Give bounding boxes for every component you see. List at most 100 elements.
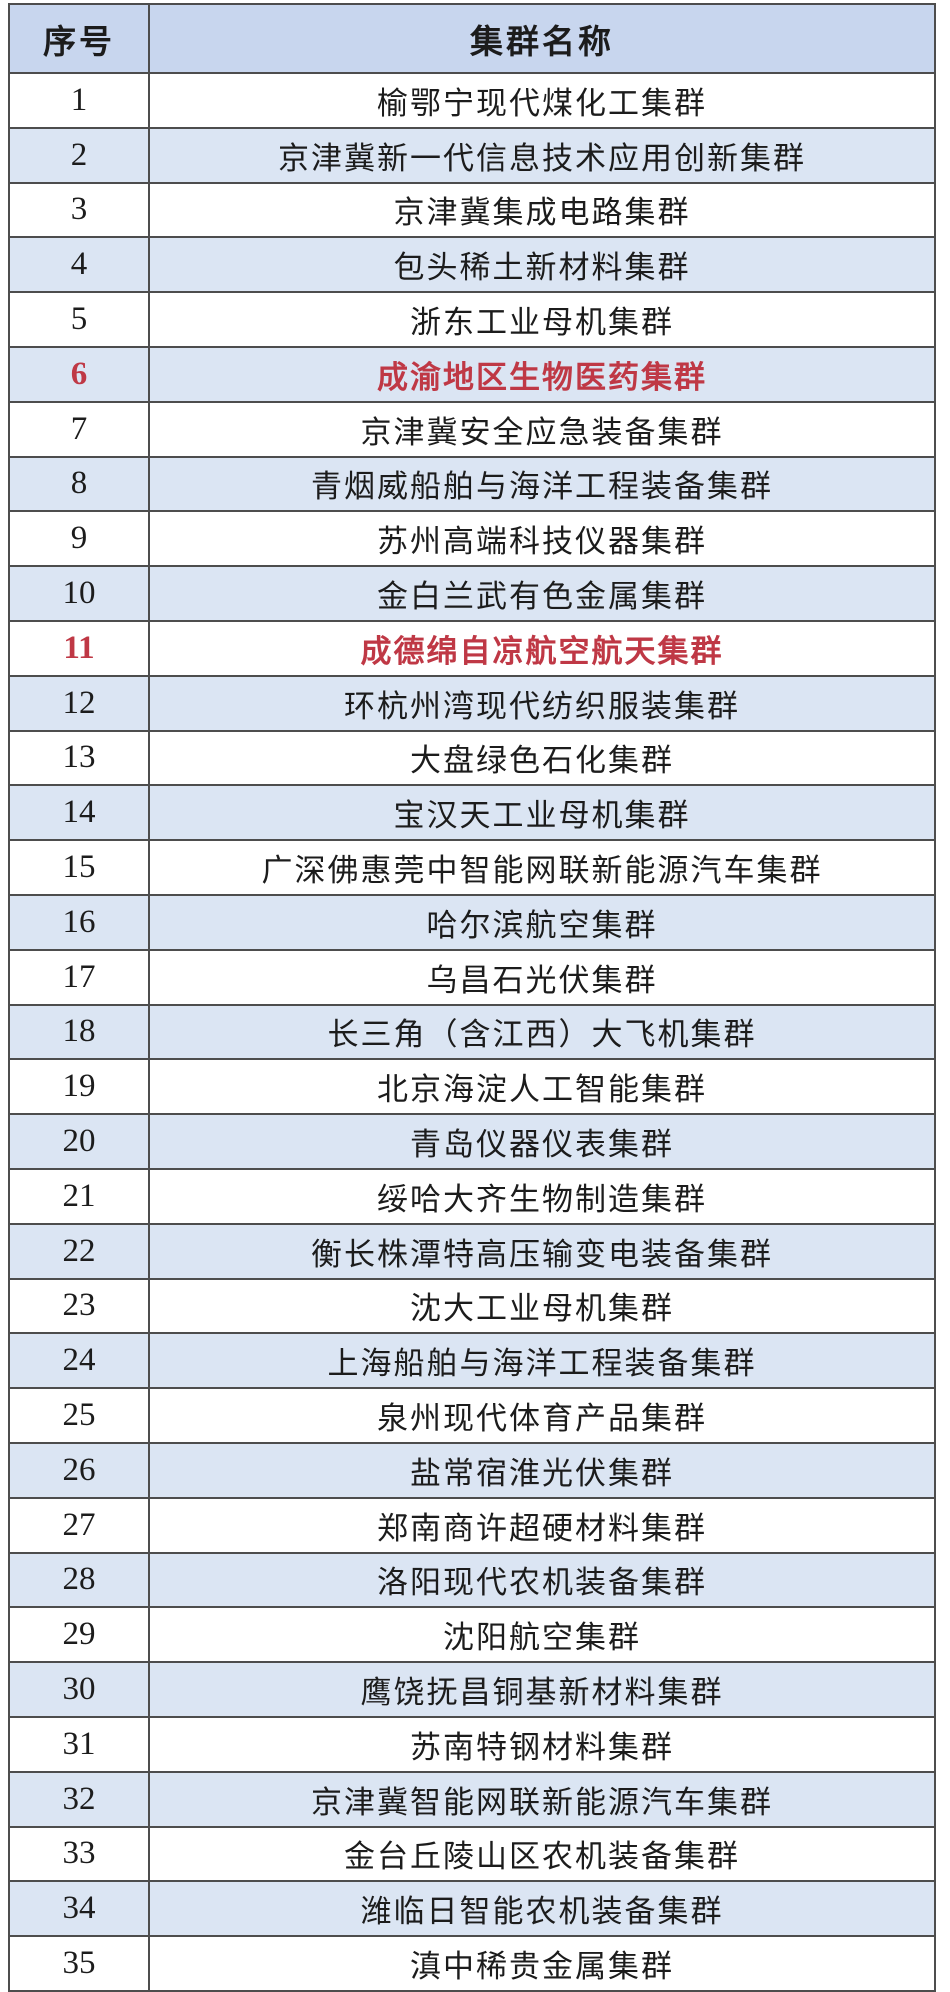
table-row: 33 金台丘陵山区农机装备集群 bbox=[8, 1825, 936, 1883]
row-number-cell: 3 bbox=[8, 181, 150, 239]
row-number-cell: 30 bbox=[8, 1661, 150, 1718]
cluster-name-cell: 浙东工业母机集群 bbox=[148, 291, 936, 348]
row-number-cell: 5 bbox=[8, 291, 150, 348]
table-row: 7 京津冀安全应急装备集群 bbox=[8, 400, 936, 458]
cluster-name-cell: 包头稀土新材料集群 bbox=[148, 236, 936, 294]
header-cell-cluster-name: 集群名称 bbox=[148, 3, 936, 74]
table-row: 31 苏南特钢材料集群 bbox=[8, 1715, 936, 1773]
table-row: 35 滇中稀贵金属集群 bbox=[8, 1935, 936, 1992]
row-number-cell: 25 bbox=[8, 1387, 150, 1444]
table-row: 26 盐常宿淮光伏集群 bbox=[8, 1441, 936, 1499]
cluster-name-cell: 京津冀集成电路集群 bbox=[148, 181, 936, 239]
row-number-cell: 35 bbox=[8, 1935, 150, 1992]
cluster-table: 序号 集群名称 1 榆鄂宁现代煤化工集群 2 京津冀新一代信息技术应用创新集群 3 京津冀… bbox=[8, 3, 936, 1992]
table-row: 30 鹰饶抚昌铜基新材料集群 bbox=[8, 1661, 936, 1718]
header-cell-number: 序号 bbox=[8, 3, 150, 74]
cluster-name-cell: 成德绵自凉航空航天集群 bbox=[148, 619, 936, 677]
row-number-cell: 16 bbox=[8, 893, 150, 951]
cluster-name-cell: 广深佛惠莞中智能网联新能源汽车集群 bbox=[148, 839, 936, 896]
row-number-cell: 17 bbox=[8, 948, 150, 1006]
table-row: 18 长三角（含江西）大飞机集群 bbox=[8, 1003, 936, 1061]
cluster-name-cell: 洛阳现代农机装备集群 bbox=[148, 1551, 936, 1609]
table-row: 11 成德绵自凉航空航天集群 bbox=[8, 619, 936, 677]
table-row: 28 洛阳现代农机装备集群 bbox=[8, 1551, 936, 1609]
cluster-name-cell: 环杭州湾现代纺织服装集群 bbox=[148, 674, 936, 732]
table-row: 10 金白兰武有色金属集群 bbox=[8, 565, 936, 622]
cluster-name-cell: 金台丘陵山区农机装备集群 bbox=[148, 1825, 936, 1883]
row-number-cell: 15 bbox=[8, 839, 150, 896]
cluster-name-cell: 滇中稀贵金属集群 bbox=[148, 1935, 936, 1992]
table-row: 8 青烟威船舶与海洋工程装备集群 bbox=[8, 455, 936, 513]
table-row: 20 青岛仪器仪表集群 bbox=[8, 1113, 936, 1170]
row-number-cell: 27 bbox=[8, 1496, 150, 1554]
table-row: 16 哈尔滨航空集群 bbox=[8, 893, 936, 951]
table-row: 24 上海船舶与海洋工程装备集群 bbox=[8, 1332, 936, 1390]
table-row: 29 沈阳航空集群 bbox=[8, 1606, 936, 1664]
cluster-name-cell: 沈阳航空集群 bbox=[148, 1606, 936, 1664]
row-number-cell: 13 bbox=[8, 729, 150, 787]
cluster-name-cell: 榆鄂宁现代煤化工集群 bbox=[148, 72, 936, 129]
cluster-name-cell: 鹰饶抚昌铜基新材料集群 bbox=[148, 1661, 936, 1718]
row-number-cell: 6 bbox=[8, 345, 150, 403]
row-number-cell: 26 bbox=[8, 1441, 150, 1499]
row-number-cell: 18 bbox=[8, 1003, 150, 1061]
cluster-name-cell: 郑南商许超硬材料集群 bbox=[148, 1496, 936, 1554]
row-number-cell: 31 bbox=[8, 1715, 150, 1773]
cluster-name-cell: 大盘绿色石化集群 bbox=[148, 729, 936, 787]
cluster-name-cell: 泉州现代体育产品集群 bbox=[148, 1387, 936, 1444]
cluster-name-cell: 青烟威船舶与海洋工程装备集群 bbox=[148, 455, 936, 513]
row-number-cell: 2 bbox=[8, 126, 150, 184]
table-row: 19 北京海淀人工智能集群 bbox=[8, 1058, 936, 1116]
table-row: 23 沈大工业母机集群 bbox=[8, 1277, 936, 1335]
cluster-name-cell: 北京海淀人工智能集群 bbox=[148, 1058, 936, 1116]
row-number-cell: 7 bbox=[8, 400, 150, 458]
cluster-name-cell: 苏州高端科技仪器集群 bbox=[148, 510, 936, 568]
table-row: 34 潍临日智能农机装备集群 bbox=[8, 1880, 936, 1938]
table-row: 14 宝汉天工业母机集群 bbox=[8, 784, 936, 842]
cluster-name-cell: 京津冀智能网联新能源汽车集群 bbox=[148, 1770, 936, 1828]
row-number-cell: 12 bbox=[8, 674, 150, 732]
table-row: 13 大盘绿色石化集群 bbox=[8, 729, 936, 787]
row-number-cell: 22 bbox=[8, 1222, 150, 1280]
row-number-cell: 20 bbox=[8, 1113, 150, 1170]
table-row: 4 包头稀土新材料集群 bbox=[8, 236, 936, 294]
row-number-cell: 32 bbox=[8, 1770, 150, 1828]
row-number-cell: 8 bbox=[8, 455, 150, 513]
cluster-name-cell: 上海船舶与海洋工程装备集群 bbox=[148, 1332, 936, 1390]
cluster-name-cell: 苏南特钢材料集群 bbox=[148, 1715, 936, 1773]
row-number-cell: 33 bbox=[8, 1825, 150, 1883]
cluster-name-cell: 成渝地区生物医药集群 bbox=[148, 345, 936, 403]
table-row: 15 广深佛惠莞中智能网联新能源汽车集群 bbox=[8, 839, 936, 896]
row-number-cell: 4 bbox=[8, 236, 150, 294]
cluster-name-cell: 盐常宿淮光伏集群 bbox=[148, 1441, 936, 1499]
cluster-name-cell: 沈大工业母机集群 bbox=[148, 1277, 936, 1335]
table-row: 22 衡长株潭特高压输变电装备集群 bbox=[8, 1222, 936, 1280]
table-row: 9 苏州高端科技仪器集群 bbox=[8, 510, 936, 568]
cluster-name-cell: 乌昌石光伏集群 bbox=[148, 948, 936, 1006]
cluster-name-cell: 哈尔滨航空集群 bbox=[148, 893, 936, 951]
table-row: 1 榆鄂宁现代煤化工集群 bbox=[8, 72, 936, 129]
row-number-cell: 14 bbox=[8, 784, 150, 842]
header-row: 序号 集群名称 bbox=[8, 3, 936, 74]
cluster-name-cell: 京津冀安全应急装备集群 bbox=[148, 400, 936, 458]
row-number-cell: 21 bbox=[8, 1167, 150, 1225]
cluster-name-cell: 长三角（含江西）大飞机集群 bbox=[148, 1003, 936, 1061]
cluster-name-cell: 绥哈大齐生物制造集群 bbox=[148, 1167, 936, 1225]
cluster-name-cell: 衡长株潭特高压输变电装备集群 bbox=[148, 1222, 936, 1280]
table-row: 12 环杭州湾现代纺织服装集群 bbox=[8, 674, 936, 732]
table-row: 6 成渝地区生物医药集群 bbox=[8, 345, 936, 403]
row-number-cell: 10 bbox=[8, 565, 150, 622]
row-number-cell: 9 bbox=[8, 510, 150, 568]
cluster-table-header: 序号 集群名称 bbox=[8, 3, 936, 74]
cluster-name-cell: 宝汉天工业母机集群 bbox=[148, 784, 936, 842]
cluster-name-cell: 京津冀新一代信息技术应用创新集群 bbox=[148, 126, 936, 184]
table-row: 25 泉州现代体育产品集群 bbox=[8, 1387, 936, 1444]
row-number-cell: 24 bbox=[8, 1332, 150, 1390]
row-number-cell: 11 bbox=[8, 619, 150, 677]
row-number-cell: 29 bbox=[8, 1606, 150, 1664]
cluster-name-cell: 青岛仪器仪表集群 bbox=[148, 1113, 936, 1170]
table-row: 3 京津冀集成电路集群 bbox=[8, 181, 936, 239]
table-row: 21 绥哈大齐生物制造集群 bbox=[8, 1167, 936, 1225]
cluster-table-body: 1 榆鄂宁现代煤化工集群 2 京津冀新一代信息技术应用创新集群 3 京津冀集成电路集群 4 包… bbox=[8, 72, 936, 1992]
row-number-cell: 23 bbox=[8, 1277, 150, 1335]
